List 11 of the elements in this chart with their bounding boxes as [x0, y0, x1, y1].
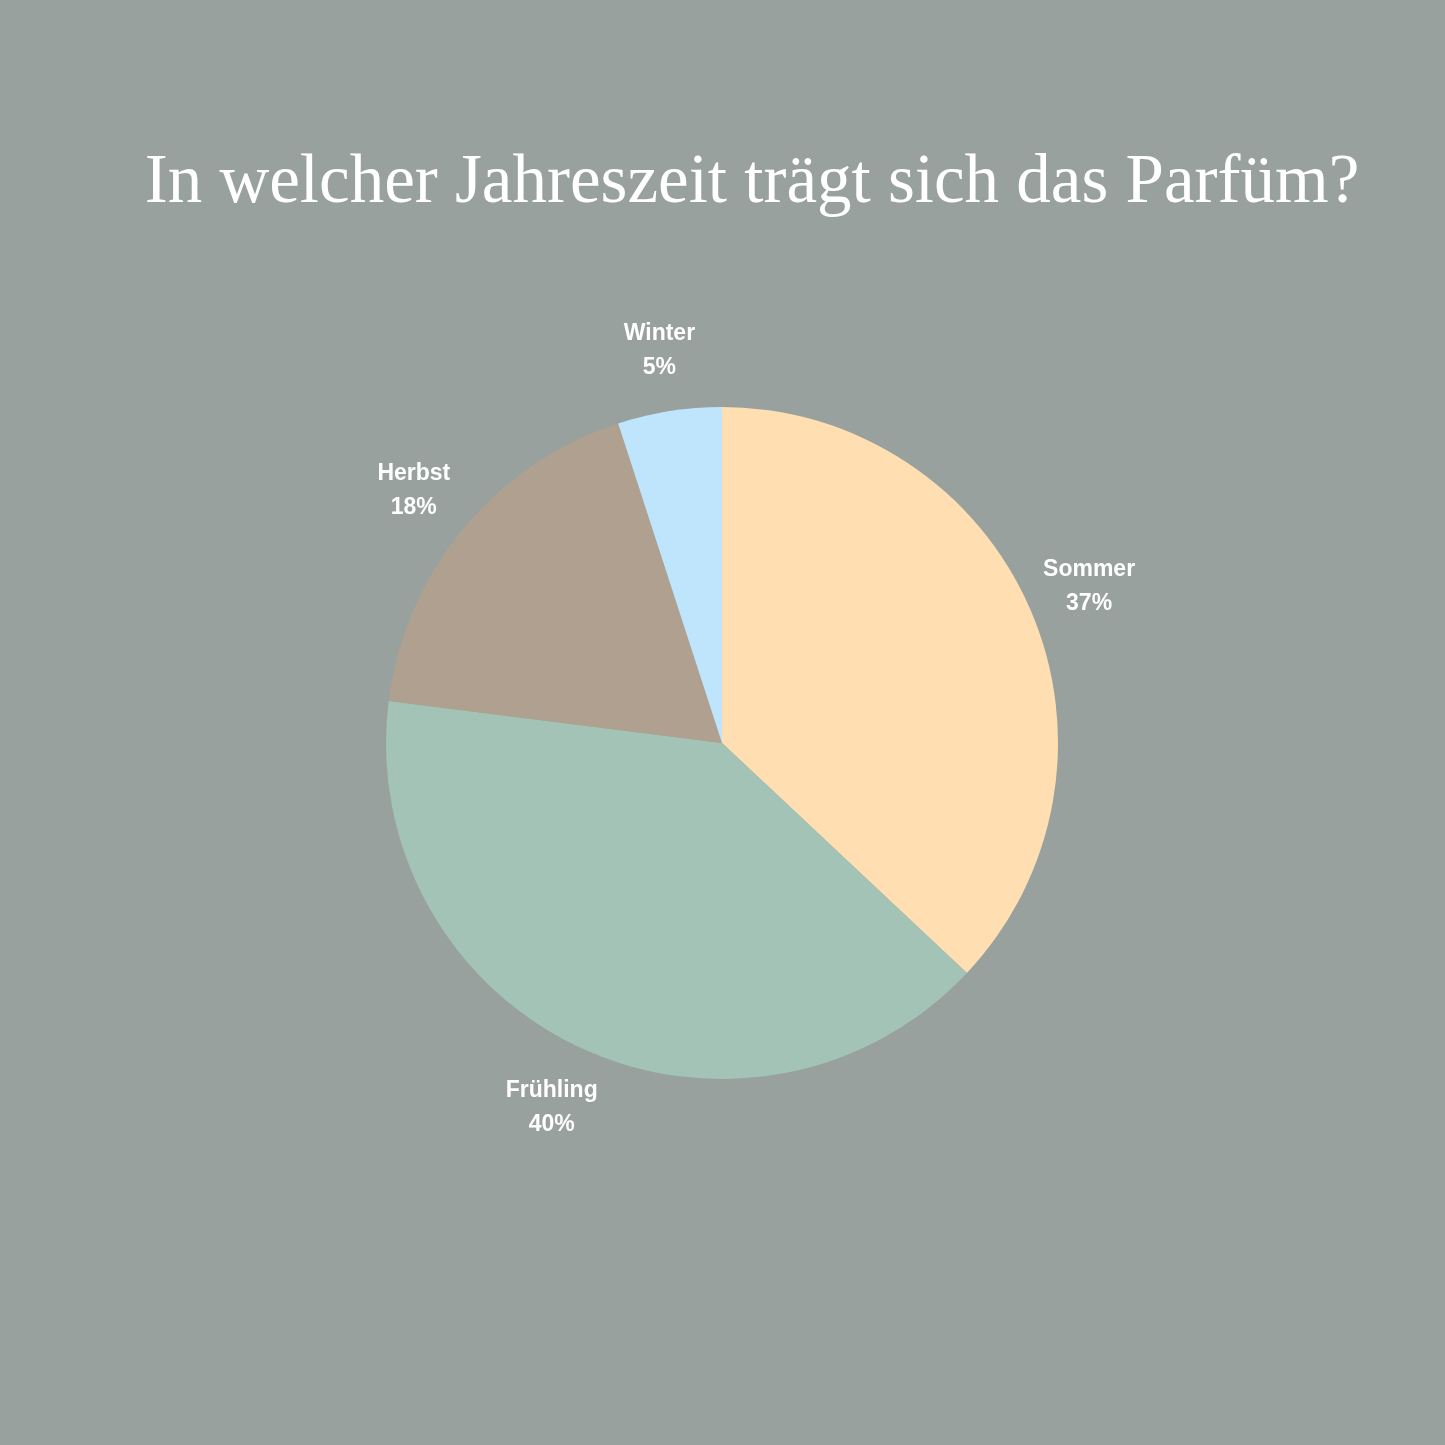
data-label: 5% — [642, 352, 677, 379]
chart-title: In welcher Jahreszeit trägt sich das Parfüm? — [144, 141, 1360, 217]
slice-label: Sommer — [1043, 555, 1136, 582]
data-label: 40% — [528, 1109, 575, 1136]
pie-slice — [386, 700, 967, 1079]
data-label: 37% — [1066, 589, 1113, 616]
pie-slice — [618, 407, 722, 743]
slice-label: Herbst — [377, 459, 451, 486]
slice-label: Frühling — [505, 1075, 598, 1102]
slice-label: Winter — [623, 318, 696, 345]
data-label: 18% — [390, 493, 437, 520]
